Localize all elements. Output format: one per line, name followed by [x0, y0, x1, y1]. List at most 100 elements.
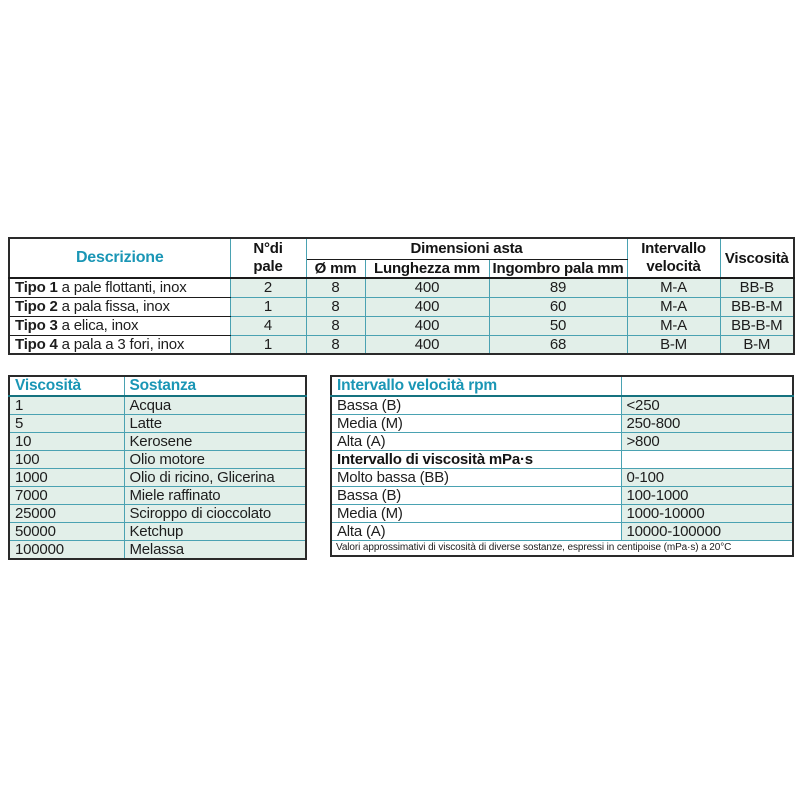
cell-n-pale: 2: [229, 277, 307, 298]
table-row: Intervallo di viscosità mPa·s: [330, 450, 794, 469]
cell-descrizione: Tipo 2 a pala fissa, inox: [8, 296, 231, 317]
cell-viscosity-range: 1000-10000: [620, 504, 794, 523]
cell-viscosita: BB-B-M: [719, 315, 795, 336]
table-row: Tipo 4 a pala a 3 fori, inox 1 8 400 68 …: [8, 334, 795, 355]
table-row: 5 Latte: [8, 414, 307, 433]
cell-n-pale: 4: [229, 315, 307, 336]
tipo-label: Tipo 4: [15, 335, 58, 353]
cell-viscosity-value: 100: [8, 450, 125, 469]
cell-descrizione: Tipo 3 a elica, inox: [8, 315, 231, 336]
cell-viscosity-value: 1: [8, 395, 125, 415]
cell-diametro: 8: [305, 315, 366, 336]
cell-ingombro: 50: [488, 315, 628, 336]
section-header-intervallo-viscosita: Intervallo di viscosità mPa·s: [330, 450, 622, 469]
cell-substance: Melassa: [123, 540, 307, 560]
column-header-intervallo-velocita: Intervallo velocità: [626, 237, 721, 279]
table-row: Intervallo velocità rpm: [330, 375, 794, 397]
cell-viscosity-range: 100-1000: [620, 486, 794, 505]
cell-n-pale: 1: [229, 296, 307, 317]
cell-substance: Latte: [123, 414, 307, 433]
cell-speed-label: Media (M): [330, 414, 622, 433]
cell-viscosity-value: 100000: [8, 540, 125, 560]
cell-viscosity-value: 10: [8, 432, 125, 451]
cell-descrizione: Tipo 4 a pala a 3 fori, inox: [8, 334, 231, 355]
cell-intervallo: M-A: [626, 315, 721, 336]
column-header-diametro: Ø mm: [305, 258, 366, 279]
table-row: Bassa (B) 100-1000: [330, 486, 794, 505]
cell-substance: Ketchup: [123, 522, 307, 541]
cell-substance: Sciroppo di cioccolato: [123, 504, 307, 523]
cell-intervallo: B-M: [626, 334, 721, 355]
tipo-description: a pala a 3 fori, inox: [57, 335, 185, 353]
tipo-description: a pala fissa, inox: [57, 298, 170, 315]
cell-viscosity-label: Molto bassa (BB): [330, 468, 622, 487]
cell-lunghezza: 400: [364, 315, 490, 336]
column-header-viscosita: Viscosità: [8, 375, 125, 397]
cell-viscosity-label: Alta (A): [330, 522, 622, 541]
table-row: 50000 Ketchup: [8, 522, 307, 541]
cell-ingombro: 89: [488, 277, 628, 298]
column-header-sostanza: Sostanza: [123, 375, 307, 397]
table-row: 7000 Miele raffinato: [8, 486, 307, 505]
cell-viscosity-value: 25000: [8, 504, 125, 523]
cell-speed-range: 250-800: [620, 414, 794, 433]
cell-speed-range: >800: [620, 432, 794, 451]
cell-substance: Olio di ricino, Glicerina: [123, 468, 307, 487]
empty-cell: [620, 450, 794, 469]
table-row: Valori approssimativi di viscosità di di…: [330, 540, 794, 556]
table-row: Media (M) 1000-10000: [330, 504, 794, 523]
tipo-label: Tipo 2: [15, 298, 58, 315]
cell-viscosity-value: 50000: [8, 522, 125, 541]
cell-substance: Acqua: [123, 395, 307, 415]
tipo-label: Tipo 3: [15, 317, 58, 334]
cell-viscosity-range: 10000-100000: [620, 522, 794, 541]
tipo-label: Tipo 1: [15, 279, 58, 297]
table-row: 100000 Melassa: [8, 540, 307, 560]
cell-viscosita: B-M: [719, 334, 795, 355]
cell-viscosity-value: 7000: [8, 486, 125, 505]
table-row: Alta (A) 10000-100000: [330, 522, 794, 541]
table-row: Tipo 2 a pala fissa, inox 1 8 400 60 M-A…: [8, 296, 795, 317]
table-row: 1000 Olio di ricino, Glicerina: [8, 468, 307, 487]
cell-viscosity-value: 1000: [8, 468, 125, 487]
table-footnote: Valori approssimativi di viscosità di di…: [330, 540, 794, 556]
cell-viscosity-range: 0-100: [620, 468, 794, 487]
cell-viscosity-label: Media (M): [330, 504, 622, 523]
column-header-n-pale: N°di pale: [229, 237, 307, 279]
table-row: Alta (A) >800: [330, 432, 794, 451]
cell-diametro: 8: [305, 296, 366, 317]
cell-intervallo: M-A: [626, 277, 721, 298]
column-header-viscosita: Viscosità: [719, 237, 795, 279]
table-row: Molto bassa (BB) 0-100: [330, 468, 794, 487]
cell-lunghezza: 400: [364, 296, 490, 317]
cell-viscosita: BB-B: [719, 277, 795, 298]
table-row: Tipo 1 a pale flottanti, inox 2 8 400 89…: [8, 277, 795, 298]
table-row: Tipo 3 a elica, inox 4 8 400 50 M-A BB-B…: [8, 315, 795, 336]
column-header-dimensioni-asta: Dimensioni asta: [305, 237, 628, 260]
column-header-descrizione: Descrizione: [8, 237, 231, 279]
cell-lunghezza: 400: [364, 334, 490, 355]
column-header-ingombro: Ingombro pala mm: [488, 258, 628, 279]
empty-cell: [620, 375, 794, 397]
table-row: Media (M) 250-800: [330, 414, 794, 433]
viscosity-substances-table: Viscosità Sostanza 1 Acqua 5 Latte 10 Ke…: [8, 375, 307, 560]
speed-viscosity-intervals-table: Intervallo velocità rpm Bassa (B) <250 M…: [330, 375, 794, 557]
cell-lunghezza: 400: [364, 277, 490, 298]
cell-substance: Miele raffinato: [123, 486, 307, 505]
table-row: 25000 Sciroppo di cioccolato: [8, 504, 307, 523]
cell-viscosity-label: Bassa (B): [330, 486, 622, 505]
cell-viscosita: BB-B-M: [719, 296, 795, 317]
cell-descrizione: Tipo 1 a pale flottanti, inox: [8, 277, 231, 298]
cell-substance: Olio motore: [123, 450, 307, 469]
cell-intervallo: M-A: [626, 296, 721, 317]
cell-speed-range: <250: [620, 395, 794, 415]
table-row: Bassa (B) <250: [330, 395, 794, 415]
tipo-description: a pale flottanti, inox: [57, 279, 187, 297]
section-header-intervallo-velocita-rpm: Intervallo velocità rpm: [330, 375, 622, 397]
cell-speed-label: Alta (A): [330, 432, 622, 451]
cell-n-pale: 1: [229, 334, 307, 355]
cell-ingombro: 60: [488, 296, 628, 317]
cell-diametro: 8: [305, 334, 366, 355]
cell-speed-label: Bassa (B): [330, 395, 622, 415]
